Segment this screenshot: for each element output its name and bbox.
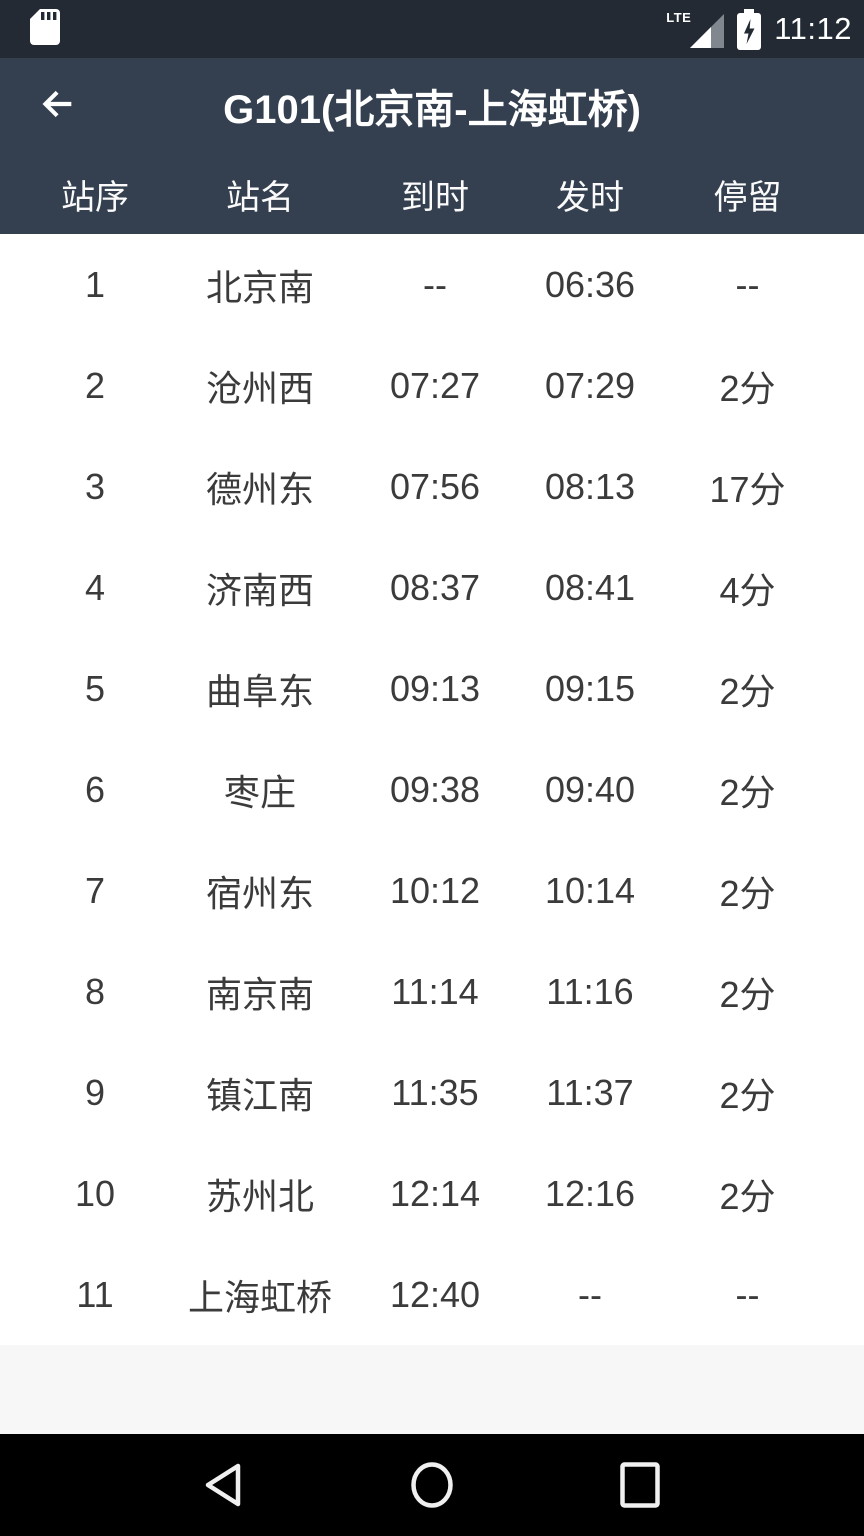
cell-stop-duration: 2分 — [719, 872, 776, 914]
cell-station-name: 上海虹桥 — [187, 1276, 332, 1318]
cell-arrival-time: 12:14 — [389, 1172, 481, 1214]
cell-station-name: 北京南 — [205, 266, 314, 308]
cell-station-name: 南京南 — [205, 973, 314, 1015]
battery-icon — [734, 6, 764, 52]
cell-departure-time: 08:41 — [544, 566, 636, 608]
cell-departure-time: 09:15 — [544, 667, 636, 709]
cell-stop-duration: 2分 — [719, 367, 776, 409]
nav-recents-button[interactable] — [610, 1455, 670, 1515]
cell-stop-duration: 2分 — [719, 670, 776, 712]
cell-departure-time: 09:40 — [544, 768, 636, 810]
header-cell-1: 站名 — [226, 178, 294, 217]
cell-station-order: 11 — [76, 1273, 114, 1315]
cell-arrival-time: 11:35 — [391, 1071, 479, 1113]
header-cell-0: 站序 — [61, 178, 129, 217]
nav-back-button[interactable] — [194, 1455, 254, 1515]
cell-stop-duration: 2分 — [719, 771, 776, 813]
cell-stop-duration: -- — [735, 1273, 760, 1315]
cell-departure-time: 06:36 — [544, 263, 636, 305]
header-cell-4: 停留 — [713, 178, 782, 217]
table-row: 1 北京南 -- 06:36 -- — [0, 234, 864, 335]
footer-strip — [0, 1345, 864, 1434]
status-bar-left — [28, 7, 62, 52]
lte-label: LTE — [666, 10, 692, 25]
cell-station-order: 4 — [84, 566, 106, 608]
cell-stop-duration: 4分 — [719, 569, 776, 611]
table-row: 7 宿州东 10:12 10:14 2分 — [0, 840, 864, 941]
status-bar-right: LTE 11:12 — [666, 6, 852, 52]
app-bar: G101(北京南-上海虹桥) 站序 站名 到时 发时 停留 — [0, 58, 864, 234]
table-row: 4 济南西 08:37 08:41 4分 — [0, 537, 864, 638]
header-cell-2: 到时 — [401, 178, 469, 217]
back-triangle-icon — [202, 1461, 246, 1509]
cell-station-order: 2 — [84, 364, 106, 406]
cell-station-name: 曲阜东 — [205, 670, 314, 712]
cell-station-name: 镇江南 — [205, 1074, 314, 1116]
cell-arrival-time: 09:38 — [389, 768, 481, 810]
cell-station-name: 枣庄 — [223, 771, 296, 813]
table-row: 6 枣庄 09:38 09:40 2分 — [0, 739, 864, 840]
arrow-left-icon — [38, 84, 78, 129]
table-row: 9 镇江南 11:35 11:37 2分 — [0, 1042, 864, 1143]
table-header-row: 站序 站名 到时 发时 停留 — [0, 154, 864, 234]
cell-station-order: 6 — [84, 768, 106, 810]
status-bar: LTE 11:12 — [0, 0, 864, 58]
cell-station-name: 宿州东 — [205, 872, 314, 914]
home-circle-icon — [408, 1460, 456, 1510]
cell-arrival-time: 12:40 — [389, 1273, 481, 1315]
cell-departure-time: 10:14 — [544, 869, 636, 911]
cell-stop-duration: 2分 — [719, 973, 776, 1015]
cell-station-name: 沧州西 — [205, 367, 314, 409]
back-button[interactable] — [36, 84, 80, 128]
cell-departure-time: 07:29 — [544, 364, 636, 406]
page-title: G101(北京南-上海虹桥) — [223, 88, 641, 132]
station-table-body: 1 北京南 -- 06:36 -- 2 沧州西 07:27 07:29 2分 3 德州东 07:56 08… — [0, 234, 864, 1345]
cell-station-name: 苏州北 — [205, 1175, 314, 1217]
cell-departure-time: 12:16 — [544, 1172, 636, 1214]
sd-card-icon — [28, 7, 62, 52]
toolbar: G101(北京南-上海虹桥) — [0, 58, 864, 154]
nav-home-button[interactable] — [402, 1455, 462, 1515]
cell-arrival-time: 11:14 — [391, 970, 479, 1012]
table-row: 2 沧州西 07:27 07:29 2分 — [0, 335, 864, 436]
nav-bar — [0, 1434, 864, 1536]
cell-arrival-time: 08:37 — [389, 566, 481, 608]
cell-station-order: 7 — [84, 869, 106, 911]
table-row: 11 上海虹桥 12:40 -- -- — [0, 1244, 864, 1345]
cell-departure-time: 08:13 — [544, 465, 636, 507]
cell-stop-duration: 2分 — [719, 1074, 776, 1116]
cell-arrival-time: -- — [423, 263, 447, 305]
lte-signal-icon: LTE — [666, 8, 725, 50]
table-row: 5 曲阜东 09:13 09:15 2分 — [0, 638, 864, 739]
cell-station-name: 德州东 — [205, 468, 314, 510]
recents-square-icon — [618, 1461, 662, 1509]
cell-departure-time: 11:37 — [546, 1071, 634, 1113]
header-cell-3: 发时 — [556, 178, 624, 217]
cell-arrival-time: 09:13 — [389, 667, 481, 709]
cell-arrival-time: 07:56 — [389, 465, 481, 507]
cell-station-order: 5 — [84, 667, 106, 709]
cell-departure-time: 11:16 — [546, 970, 634, 1012]
cell-arrival-time: 07:27 — [389, 364, 481, 406]
cell-stop-duration: -- — [735, 263, 760, 305]
cell-station-order: 9 — [84, 1071, 106, 1113]
cell-station-order: 8 — [84, 970, 106, 1012]
cell-departure-time: -- — [578, 1273, 602, 1315]
status-time: 11:12 — [774, 11, 852, 46]
cell-station-order: 3 — [84, 465, 106, 507]
cell-station-name: 济南西 — [205, 569, 314, 611]
cell-station-order: 10 — [74, 1172, 116, 1214]
table-row: 3 德州东 07:56 08:13 17分 — [0, 436, 864, 537]
table-row: 8 南京南 11:14 11:16 2分 — [0, 941, 864, 1042]
cell-stop-duration: 2分 — [719, 1175, 776, 1217]
cell-arrival-time: 10:12 — [389, 869, 481, 911]
table-row: 10 苏州北 12:14 12:16 2分 — [0, 1143, 864, 1244]
cell-station-order: 1 — [84, 263, 106, 305]
cell-stop-duration: 17分 — [709, 468, 786, 510]
